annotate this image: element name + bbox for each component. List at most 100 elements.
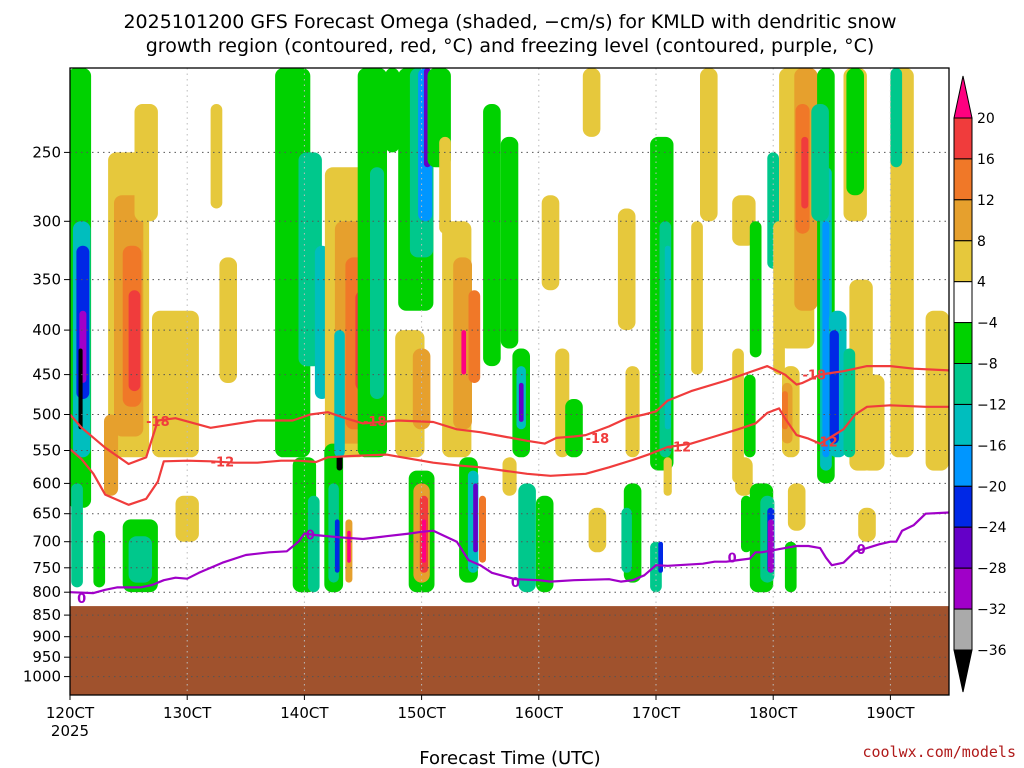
omega-cell-111: [846, 68, 864, 196]
contour-line-minus-18: [70, 365, 949, 466]
omega-cell-31: [334, 519, 340, 573]
omega-cell-110: [858, 507, 876, 542]
omega-cell-50: [421, 519, 426, 563]
colorbar-swatch-9: [953, 485, 973, 528]
omega-cell-82: [700, 68, 718, 222]
contour-label-1-2: -12: [814, 436, 838, 451]
colorbar-swatch-12: [953, 608, 973, 651]
colorbar-swatch-2: [953, 199, 973, 242]
omega-cell-105: [822, 221, 830, 458]
colorbar-swatch-5: [953, 322, 973, 365]
omega-cell-115: [890, 68, 903, 168]
omega-cell-101: [787, 483, 806, 531]
y-tick-label-500: 500: [32, 406, 61, 424]
x-axis: 120CT 130CT 140CT 150CT 160CT 170CT 180CT 190CT: [46, 695, 915, 722]
y-axis: 250 300 350 400 450 500 550 600 650 700 750 800 850 9…: [23, 143, 70, 686]
omega-cell-23: [307, 495, 320, 593]
colorbar-label-4: 4: [977, 275, 986, 291]
x-axis-title: Forecast Time (UTC): [419, 748, 600, 768]
x-tick-label-180CT: 180CT: [749, 704, 798, 722]
contour-line-minus-12: [70, 404, 949, 506]
colorbar-label-12: −32: [977, 602, 1007, 618]
y-tick-label-800: 800: [32, 583, 61, 601]
contour-lines: -18 -18 -18 -18 -12 -12 -12 0 0 0 0 0: [70, 365, 949, 607]
omega-cell-64: [518, 382, 524, 422]
omega-cell-69: [565, 399, 583, 458]
omega-cell-11: [134, 104, 158, 222]
colorbar-swatch-0: [953, 117, 973, 160]
colorbar-label-6: −8: [977, 357, 998, 373]
contour-label-1-1: -12: [668, 440, 692, 455]
omega-cell-44: [439, 136, 451, 234]
omega-cell-75: [621, 507, 632, 573]
colorbar-label-5: −4: [977, 316, 998, 332]
x-tick-label-150CT: 150CT: [397, 704, 446, 722]
omega-cell-96: [782, 391, 788, 430]
y-tick-label-300: 300: [32, 212, 61, 230]
contour-label-2-4: 0: [857, 543, 866, 558]
colorbar-swatch-4: [953, 281, 973, 324]
colorbar-swatch-1: [953, 158, 973, 201]
x-axis-year-label: 2025: [51, 722, 89, 740]
colorbar-label-13: −36: [977, 643, 1007, 659]
omega-cell-37: [370, 167, 385, 399]
colorbar-swatch-8: [953, 444, 973, 487]
omega-cell-117: [843, 348, 856, 458]
omega-cell-59: [483, 104, 501, 367]
omega-cell-53: [468, 290, 481, 383]
contour-label-2-1: 0: [306, 529, 315, 544]
colorbar-label-0: 20: [977, 111, 995, 127]
ground-below-surface: [70, 606, 949, 695]
y-tick-label-900: 900: [32, 628, 61, 646]
plot-area: -18 -18 -18 -18 -12 -12 -12 0 0 0 0 0: [69, 67, 950, 696]
omega-cell-72: [617, 208, 636, 331]
colorbar: 20 16 12 8 4 −4 −8 −12 −16 −20 −24 −28 −32 −36: [953, 75, 1007, 693]
colorbar-arrow-bottom: [953, 649, 973, 693]
omega-cell-119: [691, 221, 703, 375]
omega-cell-60: [500, 136, 519, 349]
contour-label-2-2: 0: [511, 576, 520, 591]
x-tick-label-160CT: 160CT: [515, 704, 564, 722]
omega-cell-18: [219, 257, 237, 383]
omega-cell-17: [210, 104, 223, 209]
omega-cell-112: [861, 374, 885, 471]
omega-cell-65: [518, 483, 536, 593]
omega-cell-87: [741, 495, 752, 553]
omega-cell-14: [128, 536, 152, 583]
omega-cell-16: [175, 495, 199, 542]
y-tick-label-350: 350: [32, 271, 61, 289]
colorbar-label-11: −28: [977, 561, 1007, 577]
omega-cell-78: [664, 245, 671, 430]
omega-cell-46: [412, 348, 431, 430]
x-tick-label-130CT: 130CT: [163, 704, 212, 722]
colorbar-swatch-7: [953, 404, 973, 446]
y-tick-label-750: 750: [32, 559, 61, 577]
omega-cell-15: [152, 310, 199, 458]
colorbar-label-10: −24: [977, 520, 1007, 536]
omega-shading: [70, 68, 949, 593]
y-tick-label-400: 400: [32, 321, 61, 339]
omega-cell-57: [473, 483, 478, 553]
colorbar-swatch-11: [953, 567, 973, 610]
colorbar-swatch-6: [953, 363, 973, 405]
omega-cell-93: [801, 136, 809, 209]
omega-cell-83: [732, 195, 756, 246]
omega-cell-88: [732, 348, 744, 484]
y-tick-label-650: 650: [32, 505, 61, 523]
contour-label-0-3: -18: [802, 369, 826, 384]
colorbar-swatch-3: [953, 240, 973, 283]
contour-label-2-0: 0: [77, 592, 86, 607]
omega-cell-33: [334, 330, 345, 458]
y-tick-label-1000: 1000: [23, 668, 61, 686]
omega-cell-5: [71, 483, 83, 588]
omega-cell-58: [479, 495, 486, 563]
colorbar-swatch-10: [953, 526, 973, 569]
omega-cell-4: [78, 348, 83, 430]
colorbar-label-1: 16: [977, 152, 995, 168]
y-tick-label-450: 450: [32, 366, 61, 384]
y-tick-label-250: 250: [32, 143, 61, 161]
omega-cell-100: [767, 519, 774, 573]
omega-cell-66: [535, 495, 554, 593]
y-tick-label-850: 850: [32, 606, 61, 624]
